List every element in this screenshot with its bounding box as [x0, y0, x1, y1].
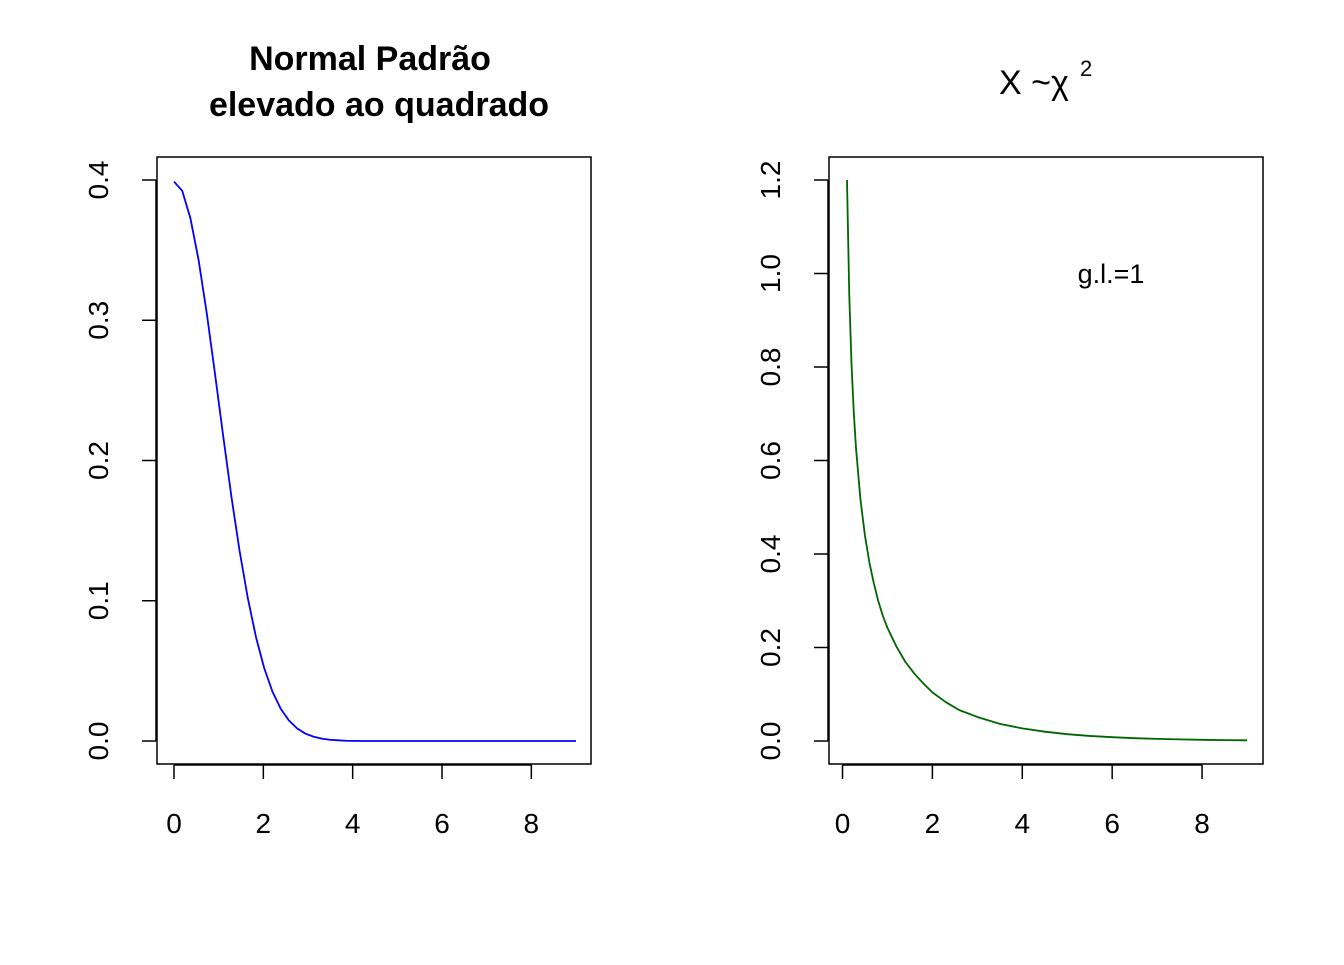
chart-1-x-tick-label: 0	[166, 808, 182, 839]
chart-1-x-axis: 0 2 4 6 8	[166, 764, 540, 839]
chart-1-y-tick-label: 0.4	[83, 161, 114, 200]
chart-2-title: X ~χ	[999, 64, 1069, 102]
chart-2-x-tick-label: 4	[1014, 808, 1030, 839]
chart-1-y-tick-label: 0.0	[83, 722, 114, 761]
chart-2-x-tick-label: 2	[925, 808, 941, 839]
chart-2-x-tick-label: 0	[835, 808, 851, 839]
chart-1-y-tick-label: 0.1	[83, 581, 114, 620]
chart-2-y-tick-label: 1.2	[755, 161, 786, 200]
chart-1-y-tick-label: 0.2	[83, 441, 114, 480]
chart-2-plot-frame	[828, 156, 1264, 765]
chart-2-x-tick-label: 6	[1104, 808, 1120, 839]
chart-1-x-tick-label: 8	[524, 808, 540, 839]
chart-2-x-axis: 0 2 4 6 8	[835, 764, 1210, 839]
chart-1-x-tick-label: 6	[434, 808, 450, 839]
chart-2-x-tick-label: 8	[1194, 808, 1210, 839]
chart-2-y-axis: 0.0 0.2 0.4 0.6 0.8 1.0 1.2	[755, 161, 829, 761]
chart-1-series-line	[173, 180, 576, 742]
chart-2-y-tick-label: 0.8	[755, 348, 786, 387]
chart-1-x-tick-label: 2	[256, 808, 272, 839]
chart-1-y-tick-label: 0.3	[83, 301, 114, 340]
chart-panel-chi-squared: X ~χ 2 0 2 4 6 8 0.0 0.2 0.4 0.6 0.8 1.0 1.2 g.l.=…	[755, 56, 1264, 839]
chart-2-title-superscript: 2	[1080, 56, 1092, 81]
chart-1-title-line-2: elevado ao quadrado	[209, 86, 549, 124]
chart-2-y-tick-label: 0.6	[755, 441, 786, 480]
chart-2-annotation-degrees-of-freedom: g.l.=1	[1078, 259, 1145, 289]
chart-2-series-line	[846, 179, 1248, 742]
chart-2-y-tick-label: 1.0	[755, 254, 786, 293]
chart-1-y-axis: 0.0 0.1 0.2 0.3 0.4	[83, 161, 157, 761]
chart-1-x-tick-label: 4	[345, 808, 361, 839]
chart-2-y-tick-label: 0.4	[755, 535, 786, 574]
chart-1-title-line-1: Normal Padrão	[249, 40, 491, 78]
chart-1-plot-frame	[156, 156, 592, 765]
chart-1-series-layer	[173, 180, 576, 742]
chart-2-series-layer	[846, 179, 1248, 742]
chart-2-y-tick-label: 0.0	[755, 722, 786, 761]
chart-2-y-tick-label: 0.2	[755, 628, 786, 667]
